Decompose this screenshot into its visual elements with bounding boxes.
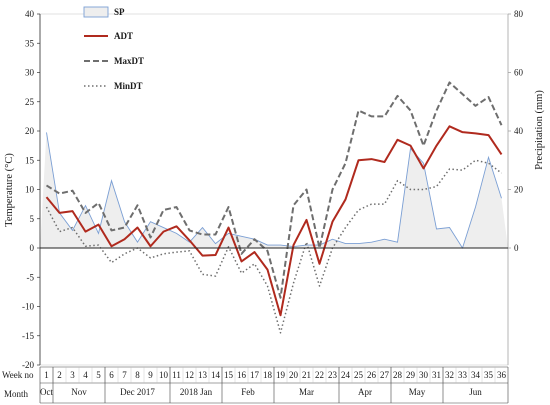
- y-left-tick-label: 10: [25, 185, 35, 195]
- y-left-tick-label: -20: [22, 360, 34, 370]
- month-label: Mar: [299, 387, 314, 397]
- legend-label-maxdt: MaxDT: [114, 56, 144, 66]
- week-tick-label: 2: [57, 370, 62, 380]
- week-tick-label: 1: [44, 370, 49, 380]
- x-header-month: Month: [4, 389, 29, 399]
- week-tick-label: 23: [328, 370, 338, 380]
- week-tick-label: 31: [432, 370, 441, 380]
- legend-label-sp: SP: [114, 7, 125, 17]
- y-right-axis-title: Precipitation (mm): [534, 90, 545, 170]
- week-tick-label: 21: [302, 370, 311, 380]
- series-mindt-line: [45, 159, 502, 334]
- week-tick-label: 25: [354, 370, 364, 380]
- y-right-tick-label: 20: [514, 185, 524, 195]
- week-tick-label: 35: [484, 370, 494, 380]
- legend-swatch-sp: [83, 6, 109, 18]
- week-tick-label: 6: [109, 370, 114, 380]
- x-axis-table: 1 2 3 4 5 6 7 8 9 10 11 12 13 14 15 16 17 18 19 20 21 22 23 24 2…: [39, 366, 509, 404]
- y-left-tick-label: 40: [25, 9, 35, 19]
- month-label: Apr: [358, 387, 372, 397]
- month-label: Nov: [71, 387, 87, 397]
- y-left-tick-label: 35: [25, 38, 35, 48]
- legend-label-mindt: MinDT: [114, 81, 143, 91]
- week-tick-label: 17: [250, 370, 260, 380]
- series-maxdt-line: [45, 81, 503, 299]
- week-tick-label: 26: [367, 370, 377, 380]
- week-tick-label: 9: [148, 370, 153, 380]
- y-right-tick-label: 60: [514, 68, 524, 78]
- y-right-tick-label: 0: [514, 243, 519, 253]
- week-tick-label: 13: [198, 370, 208, 380]
- month-label: May: [409, 387, 426, 397]
- week-tick-label: 7: [122, 370, 127, 380]
- legend-label-adt: ADT: [114, 31, 133, 41]
- precipitation-area: [40, 132, 508, 250]
- y-left-tick-label: -5: [27, 272, 35, 282]
- week-tick-label: 32: [445, 370, 454, 380]
- y-left-tick-label: 5: [30, 214, 35, 224]
- week-tick-label: 19: [276, 370, 286, 380]
- week-tick-label: 36: [497, 370, 507, 380]
- y-left-tick-label: 25: [25, 97, 35, 107]
- week-tick-label: 34: [471, 370, 481, 380]
- week-tick-label: 29: [406, 370, 416, 380]
- week-tick-label: 27: [380, 370, 390, 380]
- series-sp-line: [46, 132, 502, 250]
- week-tick-label: 11: [172, 370, 181, 380]
- temperature-lines: [45, 81, 503, 334]
- y-left-tick-label: 20: [25, 126, 35, 136]
- y-left-tick-label: 15: [25, 155, 35, 165]
- y-right-tick-label: 40: [514, 126, 524, 136]
- week-tick-label: 33: [458, 370, 468, 380]
- week-tick-label: 16: [237, 370, 247, 380]
- month-label: Feb: [241, 387, 255, 397]
- y-left-tick-label: 30: [25, 68, 35, 78]
- y-left-axis-title: Temperature (°C): [4, 153, 15, 227]
- week-tick-label: 30: [419, 370, 429, 380]
- week-tick-label: 12: [185, 370, 194, 380]
- week-tick-label: 10: [159, 370, 169, 380]
- week-tick-label: 28: [393, 370, 403, 380]
- x-header-week: Week no: [2, 370, 34, 380]
- week-tick-label: 18: [263, 370, 273, 380]
- y-right-tick-label: 80: [514, 9, 524, 19]
- week-tick-label: 5: [96, 370, 101, 380]
- y-left-tick-label: -10: [22, 302, 34, 312]
- y-left-tick-label: -15: [22, 331, 34, 341]
- series-sp-fill: [40, 132, 508, 248]
- week-tick-label: 24: [341, 370, 351, 380]
- week-tick-label: 8: [135, 370, 140, 380]
- week-tick-label: 20: [289, 370, 299, 380]
- month-label: Dec 2017: [120, 387, 155, 397]
- week-tick-label: 15: [224, 370, 234, 380]
- week-tick-label: 22: [315, 370, 324, 380]
- series-adt-line: [45, 125, 503, 317]
- week-tick-label: 4: [83, 370, 88, 380]
- axes: -20 -15 -10 -5 0 5 10 15 20 25 30 35 40 0 20 40 60 80: [22, 9, 524, 370]
- month-label: Jun: [469, 387, 482, 397]
- week-tick-label: 3: [70, 370, 75, 380]
- y-left-tick-label: 0: [30, 243, 35, 253]
- month-label: 2018 Jan: [180, 387, 213, 397]
- legend: SP ADT MaxDT MinDT: [83, 6, 144, 91]
- week-tick-label: 14: [211, 370, 221, 380]
- month-label: Oct: [40, 387, 53, 397]
